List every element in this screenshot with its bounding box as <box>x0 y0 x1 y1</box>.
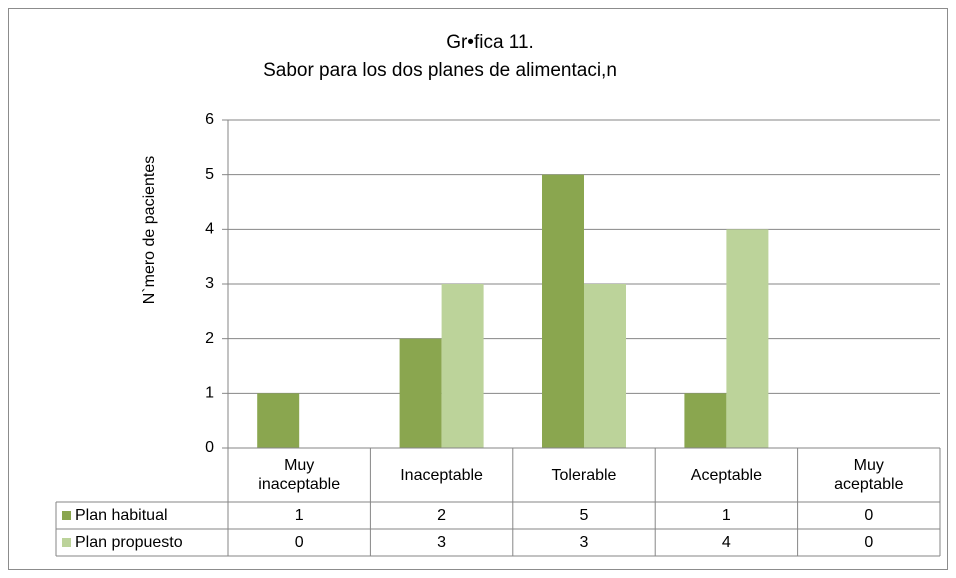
table-value: 5 <box>513 502 655 529</box>
y-tick-label: 6 <box>205 111 214 128</box>
table-value: 3 <box>513 529 655 556</box>
legend-label: Plan propuesto <box>75 533 183 551</box>
y-tick-label: 1 <box>205 385 214 402</box>
table-value: 4 <box>655 529 797 556</box>
table-value: 0 <box>798 529 940 556</box>
y-axis-label: N`mero de pacientes <box>141 156 158 305</box>
table-value-text: 3 <box>437 534 447 551</box>
bar <box>542 174 584 448</box>
legend-label: Plan habitual <box>75 506 168 524</box>
chart-title: Gr•fica 11. <box>446 32 534 53</box>
table-value-text: 3 <box>579 534 589 551</box>
category-label: Aceptable <box>655 448 797 502</box>
table-value: 3 <box>370 529 512 556</box>
chart-subtitle: Sabor para los dos planes de alimentaci,… <box>263 60 617 81</box>
table-value: 0 <box>798 502 940 529</box>
table-value: 1 <box>228 502 370 529</box>
table-value: 2 <box>370 502 512 529</box>
y-tick-label: 5 <box>205 166 214 183</box>
bar <box>726 229 769 448</box>
category-label-text: Tolerable <box>551 466 617 484</box>
table-value-text: 0 <box>864 534 874 551</box>
bar <box>399 338 442 448</box>
table-value-text: 4 <box>721 534 731 551</box>
bar <box>441 284 484 448</box>
table-value-text: 1 <box>294 507 304 524</box>
category-label-text: Muy aceptable <box>834 457 904 493</box>
category-label: Inaceptable <box>370 448 512 502</box>
bar <box>584 284 626 448</box>
bar <box>257 393 300 448</box>
y-tick-label: 0 <box>205 439 214 456</box>
table-value-text: 5 <box>579 507 589 524</box>
legend-key <box>62 538 71 547</box>
table-value-text: 0 <box>294 534 304 551</box>
table-value: 0 <box>228 529 370 556</box>
bar <box>684 393 727 448</box>
category-label-text: Muy inaceptable <box>258 457 341 493</box>
legend-item: Plan propuesto <box>56 529 228 556</box>
y-tick-label: 2 <box>205 330 214 347</box>
legend-item: Plan habitual <box>56 502 228 529</box>
category-label: Tolerable <box>513 448 655 502</box>
category-label-text: Inaceptable <box>400 466 483 484</box>
table-value: 1 <box>655 502 797 529</box>
y-tick-label: 4 <box>205 221 214 238</box>
legend-key <box>62 511 71 520</box>
table-value-text: 1 <box>721 507 731 524</box>
table-value-text: 0 <box>864 507 874 524</box>
category-label-text: Aceptable <box>690 466 762 484</box>
y-tick-label: 3 <box>205 275 214 292</box>
table-value-text: 2 <box>437 507 447 524</box>
category-label: Muy aceptable <box>798 448 940 502</box>
chart-frame <box>8 8 948 570</box>
category-label: Muy inaceptable <box>228 448 370 502</box>
